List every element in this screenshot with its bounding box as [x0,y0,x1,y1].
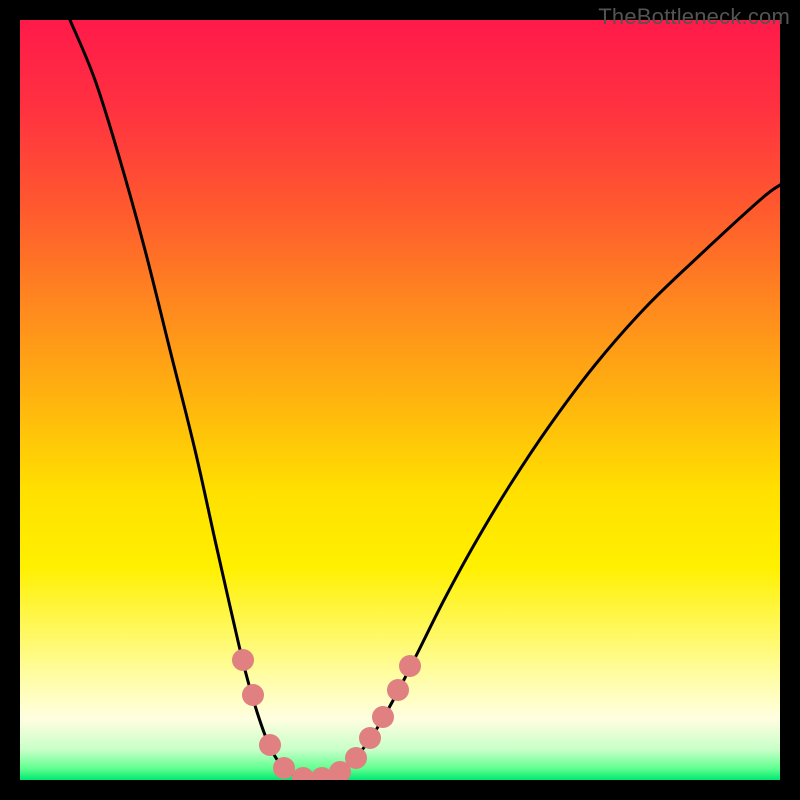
bottleneck-chart [0,0,800,800]
watermark-text: TheBottleneck.com [598,4,790,30]
chart-container: TheBottleneck.com [0,0,800,800]
